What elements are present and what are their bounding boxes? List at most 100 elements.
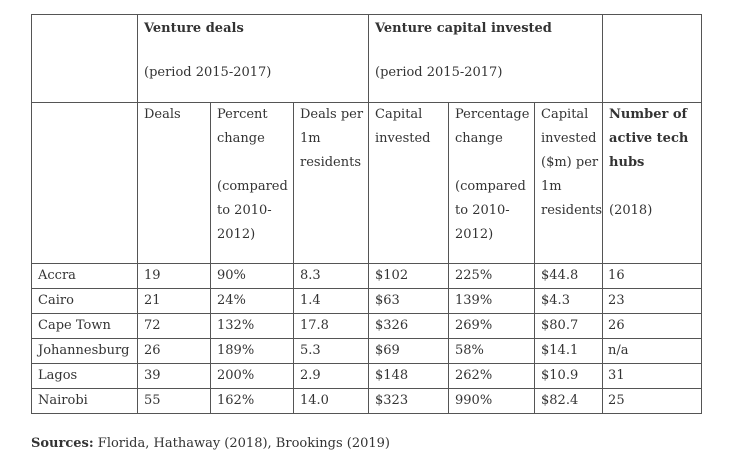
group-title: Venture capital invested xyxy=(375,21,552,36)
cell-city: Accra xyxy=(31,263,138,289)
col-header-active-tech-hubs: Number of active tech hubs (2018) xyxy=(602,102,703,264)
cell-deals-per-1m: 5.3 xyxy=(292,338,370,364)
header-line xyxy=(217,151,291,175)
col-header-deals: Deals xyxy=(137,102,211,264)
cell-deals: 55 xyxy=(137,388,211,414)
header-line: change xyxy=(217,131,265,146)
cell-deals-pct: 189% xyxy=(210,338,294,364)
cell-capital-per-1m: $14.1 xyxy=(534,338,604,364)
cell-capital: $148 xyxy=(368,363,450,389)
cell-hubs: 26 xyxy=(602,313,703,339)
col-header-deals-per-1m: Deals per 1m residents xyxy=(292,102,370,264)
cell-deals-per-1m: 2.9 xyxy=(292,363,370,389)
cell-deals: 26 xyxy=(137,338,211,364)
header-line: invested xyxy=(375,131,431,146)
table-row: Cape Town 72 132% 17.8 $326 269% $80.7 26 xyxy=(31,313,703,339)
table-row: Lagos 39 200% 2.9 $148 262% $10.9 31 xyxy=(31,363,703,389)
cell-deals: 39 xyxy=(137,363,211,389)
header-row-columns: Deals Percent change (compared to 2010- 2012… xyxy=(31,102,703,264)
header-line: 1m xyxy=(541,179,562,194)
header-line: hubs xyxy=(609,155,645,170)
header-line: active tech xyxy=(609,131,689,146)
sources-label: Sources: xyxy=(31,436,94,451)
cell-capital-pct: 990% xyxy=(448,388,536,414)
cell-capital: $102 xyxy=(368,263,450,289)
cell-deals: 19 xyxy=(137,263,211,289)
cell-city: Nairobi xyxy=(31,388,138,414)
hubs-header-top xyxy=(602,14,703,103)
table-row: Johannesburg 26 189% 5.3 $69 58% $14.1 n/a xyxy=(31,338,703,364)
header-line: residents xyxy=(541,203,603,218)
cell-hubs: 31 xyxy=(602,363,703,389)
cell-deals-per-1m: 14.0 xyxy=(292,388,370,414)
cell-city: Cairo xyxy=(31,288,138,314)
header-lines: Deals per 1m residents xyxy=(300,103,366,175)
header-line: Number of xyxy=(609,107,688,122)
cell-capital-pct: 58% xyxy=(448,338,536,364)
hubs-year: (2018) xyxy=(609,203,653,218)
cell-capital-per-1m: $44.8 xyxy=(534,263,604,289)
corner-cell-top xyxy=(31,14,138,103)
sources-note: Sources: Florida, Hathaway (2018), Brook… xyxy=(31,436,390,451)
cell-capital-per-1m: $82.4 xyxy=(534,388,604,414)
col-header-deals-percent-change: Percent change (compared to 2010- 2012) xyxy=(210,102,294,264)
cell-deals-per-1m: 1.4 xyxy=(292,288,370,314)
col-header-capital-per-1m: Capital invested ($m) per 1m residents xyxy=(534,102,604,264)
header-lines: Capital invested ($m) per 1m residents xyxy=(541,103,603,223)
header-row-groups: Venture deals (period 2015-2017) Venture… xyxy=(31,14,703,103)
table-row: Cairo 21 24% 1.4 $63 139% $4.3 23 xyxy=(31,288,703,314)
header-line: (compared xyxy=(455,179,526,194)
venture-capital-table: Venture deals (period 2015-2017) Venture… xyxy=(31,14,703,414)
header-line xyxy=(455,151,532,175)
cell-hubs: 25 xyxy=(602,388,703,414)
cell-deals-per-1m: 17.8 xyxy=(292,313,370,339)
cell-deals-pct: 24% xyxy=(210,288,294,314)
cell-city: Lagos xyxy=(31,363,138,389)
cell-city: Johannesburg xyxy=(31,338,138,364)
cell-deals-pct: 162% xyxy=(210,388,294,414)
cell-deals: 21 xyxy=(137,288,211,314)
cell-capital: $323 xyxy=(368,388,450,414)
header-line: change xyxy=(455,131,503,146)
cell-deals-per-1m: 8.3 xyxy=(292,263,370,289)
group-header-venture-deals: Venture deals (period 2015-2017) xyxy=(136,14,370,103)
cell-capital-pct: 225% xyxy=(448,263,536,289)
header-lines: Capital invested xyxy=(375,103,446,151)
cell-city: Cape Town xyxy=(31,313,138,339)
header-line: Deals per xyxy=(300,107,364,122)
cell-hubs: 23 xyxy=(602,288,703,314)
cell-capital-pct: 269% xyxy=(448,313,536,339)
header-line: Percent xyxy=(217,107,268,122)
header-line: to 2010- xyxy=(217,203,272,218)
header-line: to 2010- xyxy=(455,203,510,218)
group-header-capital-invested: Venture capital invested (period 2015-20… xyxy=(368,14,604,103)
header-line: (compared xyxy=(217,179,288,194)
col-header-capital-invested: Capital invested xyxy=(368,102,450,264)
col-header-capital-percentage-change: Percentage change (compared to 2010- 2012) xyxy=(448,102,536,264)
cell-deals-pct: 132% xyxy=(210,313,294,339)
header-line: ($m) per xyxy=(541,155,599,170)
cell-capital: $326 xyxy=(368,313,450,339)
header-lines: Percent change (compared to 2010- 2012) xyxy=(217,103,291,247)
header-line: invested xyxy=(541,131,597,146)
cell-deals: 72 xyxy=(137,313,211,339)
cell-capital-pct: 139% xyxy=(448,288,536,314)
table-body: Accra 19 90% 8.3 $102 225% $44.8 16 Cairo 21 24% 1.… xyxy=(31,263,703,414)
table-row: Nairobi 55 162% 14.0 $323 990% $82.4 25 xyxy=(31,388,703,414)
header-line: 2012) xyxy=(217,227,256,242)
cell-capital: $69 xyxy=(368,338,450,364)
header-line: Deals xyxy=(144,107,181,122)
group-title: Venture deals xyxy=(144,21,244,36)
cell-hubs: n/a xyxy=(602,338,703,364)
header-lines: Percentage change (compared to 2010- 2012) xyxy=(455,103,532,247)
cell-capital-per-1m: $80.7 xyxy=(534,313,604,339)
header-line: Capital xyxy=(375,107,423,122)
cell-deals-pct: 200% xyxy=(210,363,294,389)
header-line: Capital xyxy=(541,107,589,122)
cell-capital-per-1m: $10.9 xyxy=(534,363,604,389)
cell-deals-pct: 90% xyxy=(210,263,294,289)
corner-cell-bottom xyxy=(31,102,138,264)
header-line: residents xyxy=(300,155,362,170)
sources-text: Florida, Hathaway (2018), Brookings (201… xyxy=(93,436,390,451)
cell-capital: $63 xyxy=(368,288,450,314)
